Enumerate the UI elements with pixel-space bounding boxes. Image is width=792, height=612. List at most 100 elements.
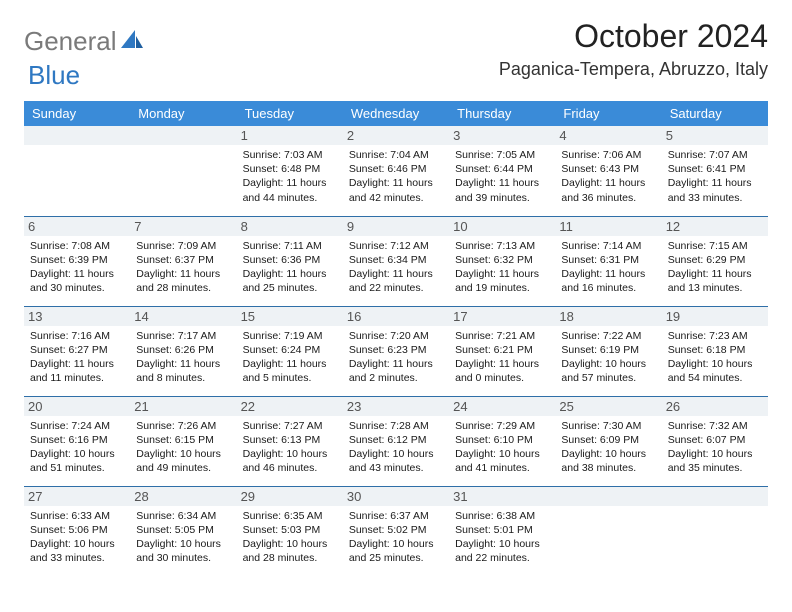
calendar-week-row: 13 Sunrise: 7:16 AMSunset: 6:27 PMDayligh… — [24, 306, 768, 396]
day-header: Wednesday — [343, 101, 449, 126]
day-number: 3 — [449, 126, 555, 145]
calendar-day-cell: 1Sunrise: 7:03 AMSunset: 6:48 PMDaylight… — [237, 126, 343, 216]
calendar-day-cell: 3 Sunrise: 7:05 AMSunset: 6:44 PMDaylight… — [449, 126, 555, 216]
day-details: Sunrise: 7:06 AMSunset: 6:43 PMDaylight:… — [561, 148, 655, 205]
day-details: Sunrise: 7:26 AMSunset: 6:15 PMDaylight:… — [136, 419, 230, 476]
day-number: 7 — [130, 217, 236, 236]
day-number: 17 — [449, 307, 555, 326]
day-details: Sunrise: 6:37 AMSunset: 5:02 PMDaylight:… — [349, 509, 443, 566]
day-number: 10 — [449, 217, 555, 236]
day-details: Sunrise: 7:28 AMSunset: 6:12 PMDaylight:… — [349, 419, 443, 476]
day-number: 5 — [662, 126, 768, 145]
day-details: Sunrise: 7:11 AMSunset: 6:36 PMDaylight:… — [243, 239, 337, 296]
day-details: Sunrise: 7:13 AMSunset: 6:32 PMDaylight:… — [455, 239, 549, 296]
day-details: Sunrise: 7:32 AMSunset: 6:07 PMDaylight:… — [668, 419, 762, 476]
calendar-day-cell: 9Sunrise: 7:12 AMSunset: 6:34 PMDaylight… — [343, 216, 449, 306]
day-number: 29 — [237, 487, 343, 506]
day-details: Sunrise: 7:09 AMSunset: 6:37 PMDaylight:… — [136, 239, 230, 296]
day-number: 1 — [237, 126, 343, 145]
day-number: 22 — [237, 397, 343, 416]
logo-text-blue: Blue — [28, 60, 80, 91]
day-details: Sunrise: 7:30 AMSunset: 6:09 PMDaylight:… — [561, 419, 655, 476]
calendar-day-cell: 30 Sunrise: 6:37 AMSunset: 5:02 PMDayligh… — [343, 486, 449, 576]
calendar-day-cell: 12Sunrise: 7:15 AMSunset: 6:29 PMDayligh… — [662, 216, 768, 306]
calendar-day-cell: 4 Sunrise: 7:06 AMSunset: 6:43 PMDaylight… — [555, 126, 661, 216]
calendar-day-cell: 31 Sunrise: 6:38 AMSunset: 5:01 PMDayligh… — [449, 486, 555, 576]
calendar-day-cell: 22Sunrise: 7:27 AMSunset: 6:13 PMDayligh… — [237, 396, 343, 486]
calendar-day-cell: 23 Sunrise: 7:28 AMSunset: 6:12 PMDayligh… — [343, 396, 449, 486]
day-number: 19 — [662, 307, 768, 326]
day-header: Saturday — [662, 101, 768, 126]
day-number: 31 — [449, 487, 555, 506]
day-number: 21 — [130, 397, 236, 416]
day-details: Sunrise: 6:38 AMSunset: 5:01 PMDaylight:… — [455, 509, 549, 566]
day-details: Sunrise: 7:22 AMSunset: 6:19 PMDaylight:… — [561, 329, 655, 386]
day-number: 27 — [24, 487, 130, 506]
calendar-day-cell: 20 Sunrise: 7:24 AMSunset: 6:16 PMDayligh… — [24, 396, 130, 486]
calendar-day-cell: 7 Sunrise: 7:09 AMSunset: 6:37 PMDaylight… — [130, 216, 236, 306]
calendar-week-row: 27 Sunrise: 6:33 AMSunset: 5:06 PMDayligh… — [24, 486, 768, 576]
day-number — [24, 126, 130, 145]
calendar-day-cell: 13 Sunrise: 7:16 AMSunset: 6:27 PMDayligh… — [24, 306, 130, 396]
calendar-day-cell: 16Sunrise: 7:20 AMSunset: 6:23 PMDayligh… — [343, 306, 449, 396]
day-details: Sunrise: 6:35 AMSunset: 5:03 PMDaylight:… — [243, 509, 337, 566]
day-number: 8 — [237, 217, 343, 236]
calendar-week-row: 20 Sunrise: 7:24 AMSunset: 6:16 PMDayligh… — [24, 396, 768, 486]
calendar-day-cell — [130, 126, 236, 216]
day-details: Sunrise: 7:19 AMSunset: 6:24 PMDaylight:… — [243, 329, 337, 386]
calendar-day-cell: 6Sunrise: 7:08 AMSunset: 6:39 PMDaylight… — [24, 216, 130, 306]
calendar-day-cell — [555, 486, 661, 576]
calendar-day-cell: 25Sunrise: 7:30 AMSunset: 6:09 PMDayligh… — [555, 396, 661, 486]
day-details: Sunrise: 7:05 AMSunset: 6:44 PMDaylight:… — [455, 148, 549, 205]
calendar-day-cell: 21 Sunrise: 7:26 AMSunset: 6:15 PMDayligh… — [130, 396, 236, 486]
calendar-table: Sunday Monday Tuesday Wednesday Thursday… — [24, 101, 768, 576]
calendar-day-cell: 24 Sunrise: 7:29 AMSunset: 6:10 PMDayligh… — [449, 396, 555, 486]
day-header: Thursday — [449, 101, 555, 126]
day-number: 13 — [24, 307, 130, 326]
day-number: 23 — [343, 397, 449, 416]
calendar-day-cell: 19 Sunrise: 7:23 AMSunset: 6:18 PMDayligh… — [662, 306, 768, 396]
day-number — [130, 126, 236, 145]
day-number — [662, 487, 768, 506]
day-header: Friday — [555, 101, 661, 126]
calendar-day-cell: 14 Sunrise: 7:17 AMSunset: 6:26 PMDayligh… — [130, 306, 236, 396]
day-number: 18 — [555, 307, 661, 326]
calendar-day-cell — [24, 126, 130, 216]
calendar-day-cell: 28 Sunrise: 6:34 AMSunset: 5:05 PMDayligh… — [130, 486, 236, 576]
day-details: Sunrise: 7:17 AMSunset: 6:26 PMDaylight:… — [136, 329, 230, 386]
day-number: 11 — [555, 217, 661, 236]
calendar-week-row: 6Sunrise: 7:08 AMSunset: 6:39 PMDaylight… — [24, 216, 768, 306]
day-details: Sunrise: 7:23 AMSunset: 6:18 PMDaylight:… — [668, 329, 762, 386]
day-details: Sunrise: 7:12 AMSunset: 6:34 PMDaylight:… — [349, 239, 443, 296]
month-title: October 2024 — [499, 18, 768, 55]
day-number: 24 — [449, 397, 555, 416]
day-number: 30 — [343, 487, 449, 506]
day-details: Sunrise: 6:33 AMSunset: 5:06 PMDaylight:… — [30, 509, 124, 566]
calendar-week-row: 1Sunrise: 7:03 AMSunset: 6:48 PMDaylight… — [24, 126, 768, 216]
day-number: 15 — [237, 307, 343, 326]
day-number: 14 — [130, 307, 236, 326]
day-details: Sunrise: 7:24 AMSunset: 6:16 PMDaylight:… — [30, 419, 124, 476]
day-details: Sunrise: 7:08 AMSunset: 6:39 PMDaylight:… — [30, 239, 124, 296]
day-details: Sunrise: 7:07 AMSunset: 6:41 PMDaylight:… — [668, 148, 762, 205]
day-header: Tuesday — [237, 101, 343, 126]
day-details: Sunrise: 7:20 AMSunset: 6:23 PMDaylight:… — [349, 329, 443, 386]
day-details: Sunrise: 6:34 AMSunset: 5:05 PMDaylight:… — [136, 509, 230, 566]
calendar-day-cell: 8 Sunrise: 7:11 AMSunset: 6:36 PMDaylight… — [237, 216, 343, 306]
title-block: October 2024 Paganica-Tempera, Abruzzo, … — [499, 18, 768, 80]
day-number: 4 — [555, 126, 661, 145]
logo: General — [24, 26, 145, 57]
calendar-day-cell: 10 Sunrise: 7:13 AMSunset: 6:32 PMDayligh… — [449, 216, 555, 306]
logo-sail-icon — [121, 30, 143, 55]
day-details: Sunrise: 7:14 AMSunset: 6:31 PMDaylight:… — [561, 239, 655, 296]
location: Paganica-Tempera, Abruzzo, Italy — [499, 59, 768, 80]
day-details: Sunrise: 7:15 AMSunset: 6:29 PMDaylight:… — [668, 239, 762, 296]
calendar-day-cell: 17Sunrise: 7:21 AMSunset: 6:21 PMDayligh… — [449, 306, 555, 396]
calendar-day-cell — [662, 486, 768, 576]
day-details: Sunrise: 7:16 AMSunset: 6:27 PMDaylight:… — [30, 329, 124, 386]
day-header: Monday — [130, 101, 236, 126]
day-number: 28 — [130, 487, 236, 506]
day-number: 20 — [24, 397, 130, 416]
day-details: Sunrise: 7:29 AMSunset: 6:10 PMDaylight:… — [455, 419, 549, 476]
calendar-day-cell: 2Sunrise: 7:04 AMSunset: 6:46 PMDaylight… — [343, 126, 449, 216]
